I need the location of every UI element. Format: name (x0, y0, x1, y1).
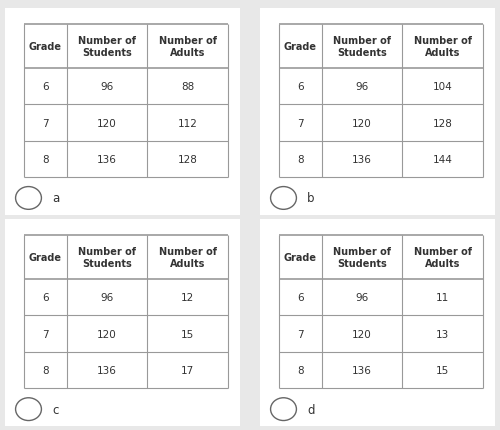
Text: Number of
Students: Number of Students (78, 36, 136, 58)
Text: 120: 120 (97, 329, 117, 339)
Text: 7: 7 (297, 118, 304, 128)
Text: 8: 8 (297, 155, 304, 165)
Text: 112: 112 (178, 118, 198, 128)
Text: 144: 144 (433, 155, 453, 165)
Text: 120: 120 (97, 118, 117, 128)
Text: c: c (52, 403, 59, 416)
Text: 11: 11 (436, 292, 450, 303)
Text: Number of
Students: Number of Students (78, 246, 136, 269)
Text: Number of
Students: Number of Students (333, 246, 391, 269)
Text: Grade: Grade (29, 252, 62, 263)
Text: 128: 128 (178, 155, 198, 165)
Text: Number of
Adults: Number of Adults (414, 246, 472, 269)
Text: 136: 136 (97, 366, 117, 375)
Text: 6: 6 (297, 82, 304, 92)
Text: 96: 96 (100, 292, 114, 303)
Text: a: a (52, 192, 60, 205)
Text: 96: 96 (356, 292, 368, 303)
FancyBboxPatch shape (253, 3, 500, 221)
Text: 6: 6 (42, 82, 48, 92)
Text: 8: 8 (42, 366, 48, 375)
Text: Number of
Adults: Number of Adults (159, 246, 217, 269)
Text: Number of
Adults: Number of Adults (414, 36, 472, 58)
Text: 136: 136 (352, 366, 372, 375)
FancyBboxPatch shape (0, 3, 247, 221)
Text: 88: 88 (181, 82, 194, 92)
Text: b: b (307, 192, 314, 205)
Text: d: d (307, 403, 314, 416)
Circle shape (16, 398, 42, 421)
Text: Grade: Grade (29, 42, 62, 52)
Text: 6: 6 (42, 292, 48, 303)
Text: 136: 136 (352, 155, 372, 165)
Text: 104: 104 (433, 82, 452, 92)
Text: Grade: Grade (284, 252, 317, 263)
Text: 7: 7 (42, 329, 48, 339)
Text: 13: 13 (436, 329, 450, 339)
Text: 96: 96 (356, 82, 368, 92)
Text: Grade: Grade (284, 42, 317, 52)
FancyBboxPatch shape (0, 213, 247, 430)
Text: 8: 8 (297, 366, 304, 375)
Text: 17: 17 (181, 366, 194, 375)
Text: 96: 96 (100, 82, 114, 92)
FancyBboxPatch shape (253, 213, 500, 430)
Text: 6: 6 (297, 292, 304, 303)
Text: Number of
Adults: Number of Adults (159, 36, 217, 58)
Text: 8: 8 (42, 155, 48, 165)
Text: 15: 15 (436, 366, 450, 375)
Text: 15: 15 (181, 329, 194, 339)
Text: 7: 7 (42, 118, 48, 128)
Circle shape (270, 187, 296, 210)
Text: 128: 128 (433, 118, 453, 128)
Circle shape (16, 187, 42, 210)
Text: 7: 7 (297, 329, 304, 339)
Circle shape (270, 398, 296, 421)
Text: Number of
Students: Number of Students (333, 36, 391, 58)
Text: 120: 120 (352, 118, 372, 128)
Text: 136: 136 (97, 155, 117, 165)
Text: 12: 12 (181, 292, 194, 303)
Text: 120: 120 (352, 329, 372, 339)
